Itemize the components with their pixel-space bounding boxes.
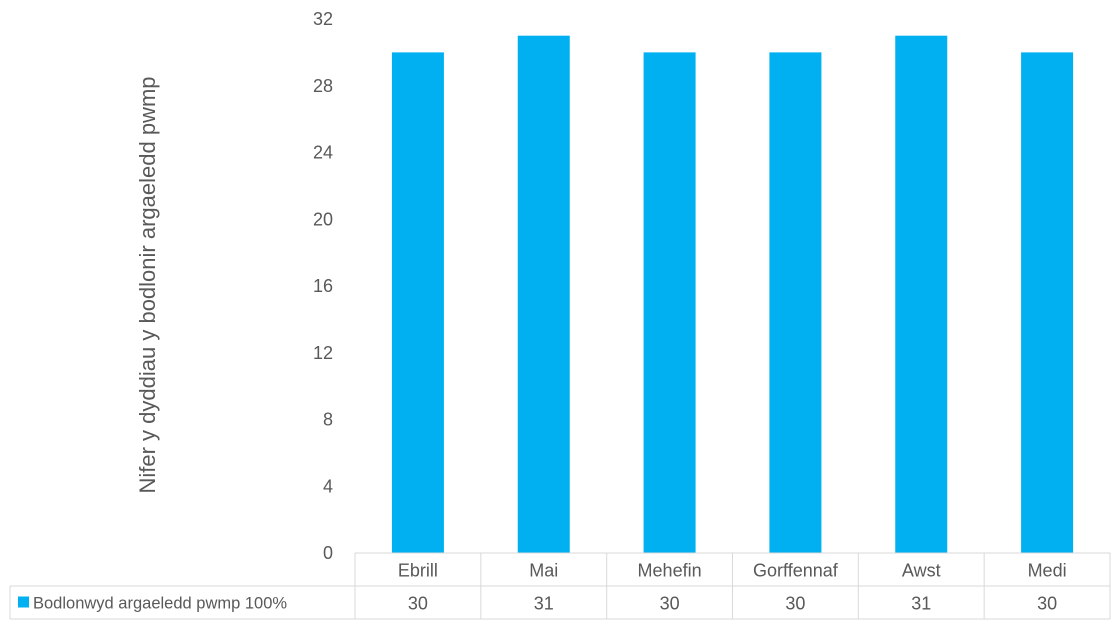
- bar: [517, 35, 570, 553]
- y-tick-label: 4: [323, 476, 333, 496]
- bar: [391, 52, 444, 553]
- y-tick-label: 24: [313, 143, 333, 163]
- y-tick-label: 32: [313, 9, 333, 29]
- bar: [895, 35, 948, 553]
- data-table-value: 31: [534, 594, 554, 614]
- bar: [769, 52, 822, 553]
- y-axis-title: Nifer y dyddiau y bodlonir argaeledd pwm…: [135, 76, 160, 493]
- x-category-label: Mai: [529, 561, 558, 581]
- x-category-label: Mehefin: [638, 561, 702, 581]
- y-tick-label: 28: [313, 76, 333, 96]
- data-table-value: 30: [1037, 594, 1057, 614]
- y-tick-label: 0: [323, 543, 333, 563]
- bar: [643, 52, 696, 553]
- data-table-value: 30: [785, 594, 805, 614]
- y-tick-label: 8: [323, 410, 333, 430]
- y-tick-label: 12: [313, 343, 333, 363]
- x-category-label: Awst: [902, 561, 941, 581]
- x-category-label: Medi: [1028, 561, 1067, 581]
- y-tick-label: 20: [313, 209, 333, 229]
- data-table-value: 30: [660, 594, 680, 614]
- x-category-label: Ebrill: [398, 561, 438, 581]
- legend-series-label: Bodlonwyd argaeledd pwmp 100%: [33, 595, 287, 613]
- data-table-value: 31: [911, 594, 931, 614]
- bar: [1021, 52, 1074, 553]
- y-tick-label: 16: [313, 276, 333, 296]
- data-table-value: 30: [408, 594, 428, 614]
- x-category-label: Gorffennaf: [753, 561, 839, 581]
- legend-swatch: [18, 596, 29, 608]
